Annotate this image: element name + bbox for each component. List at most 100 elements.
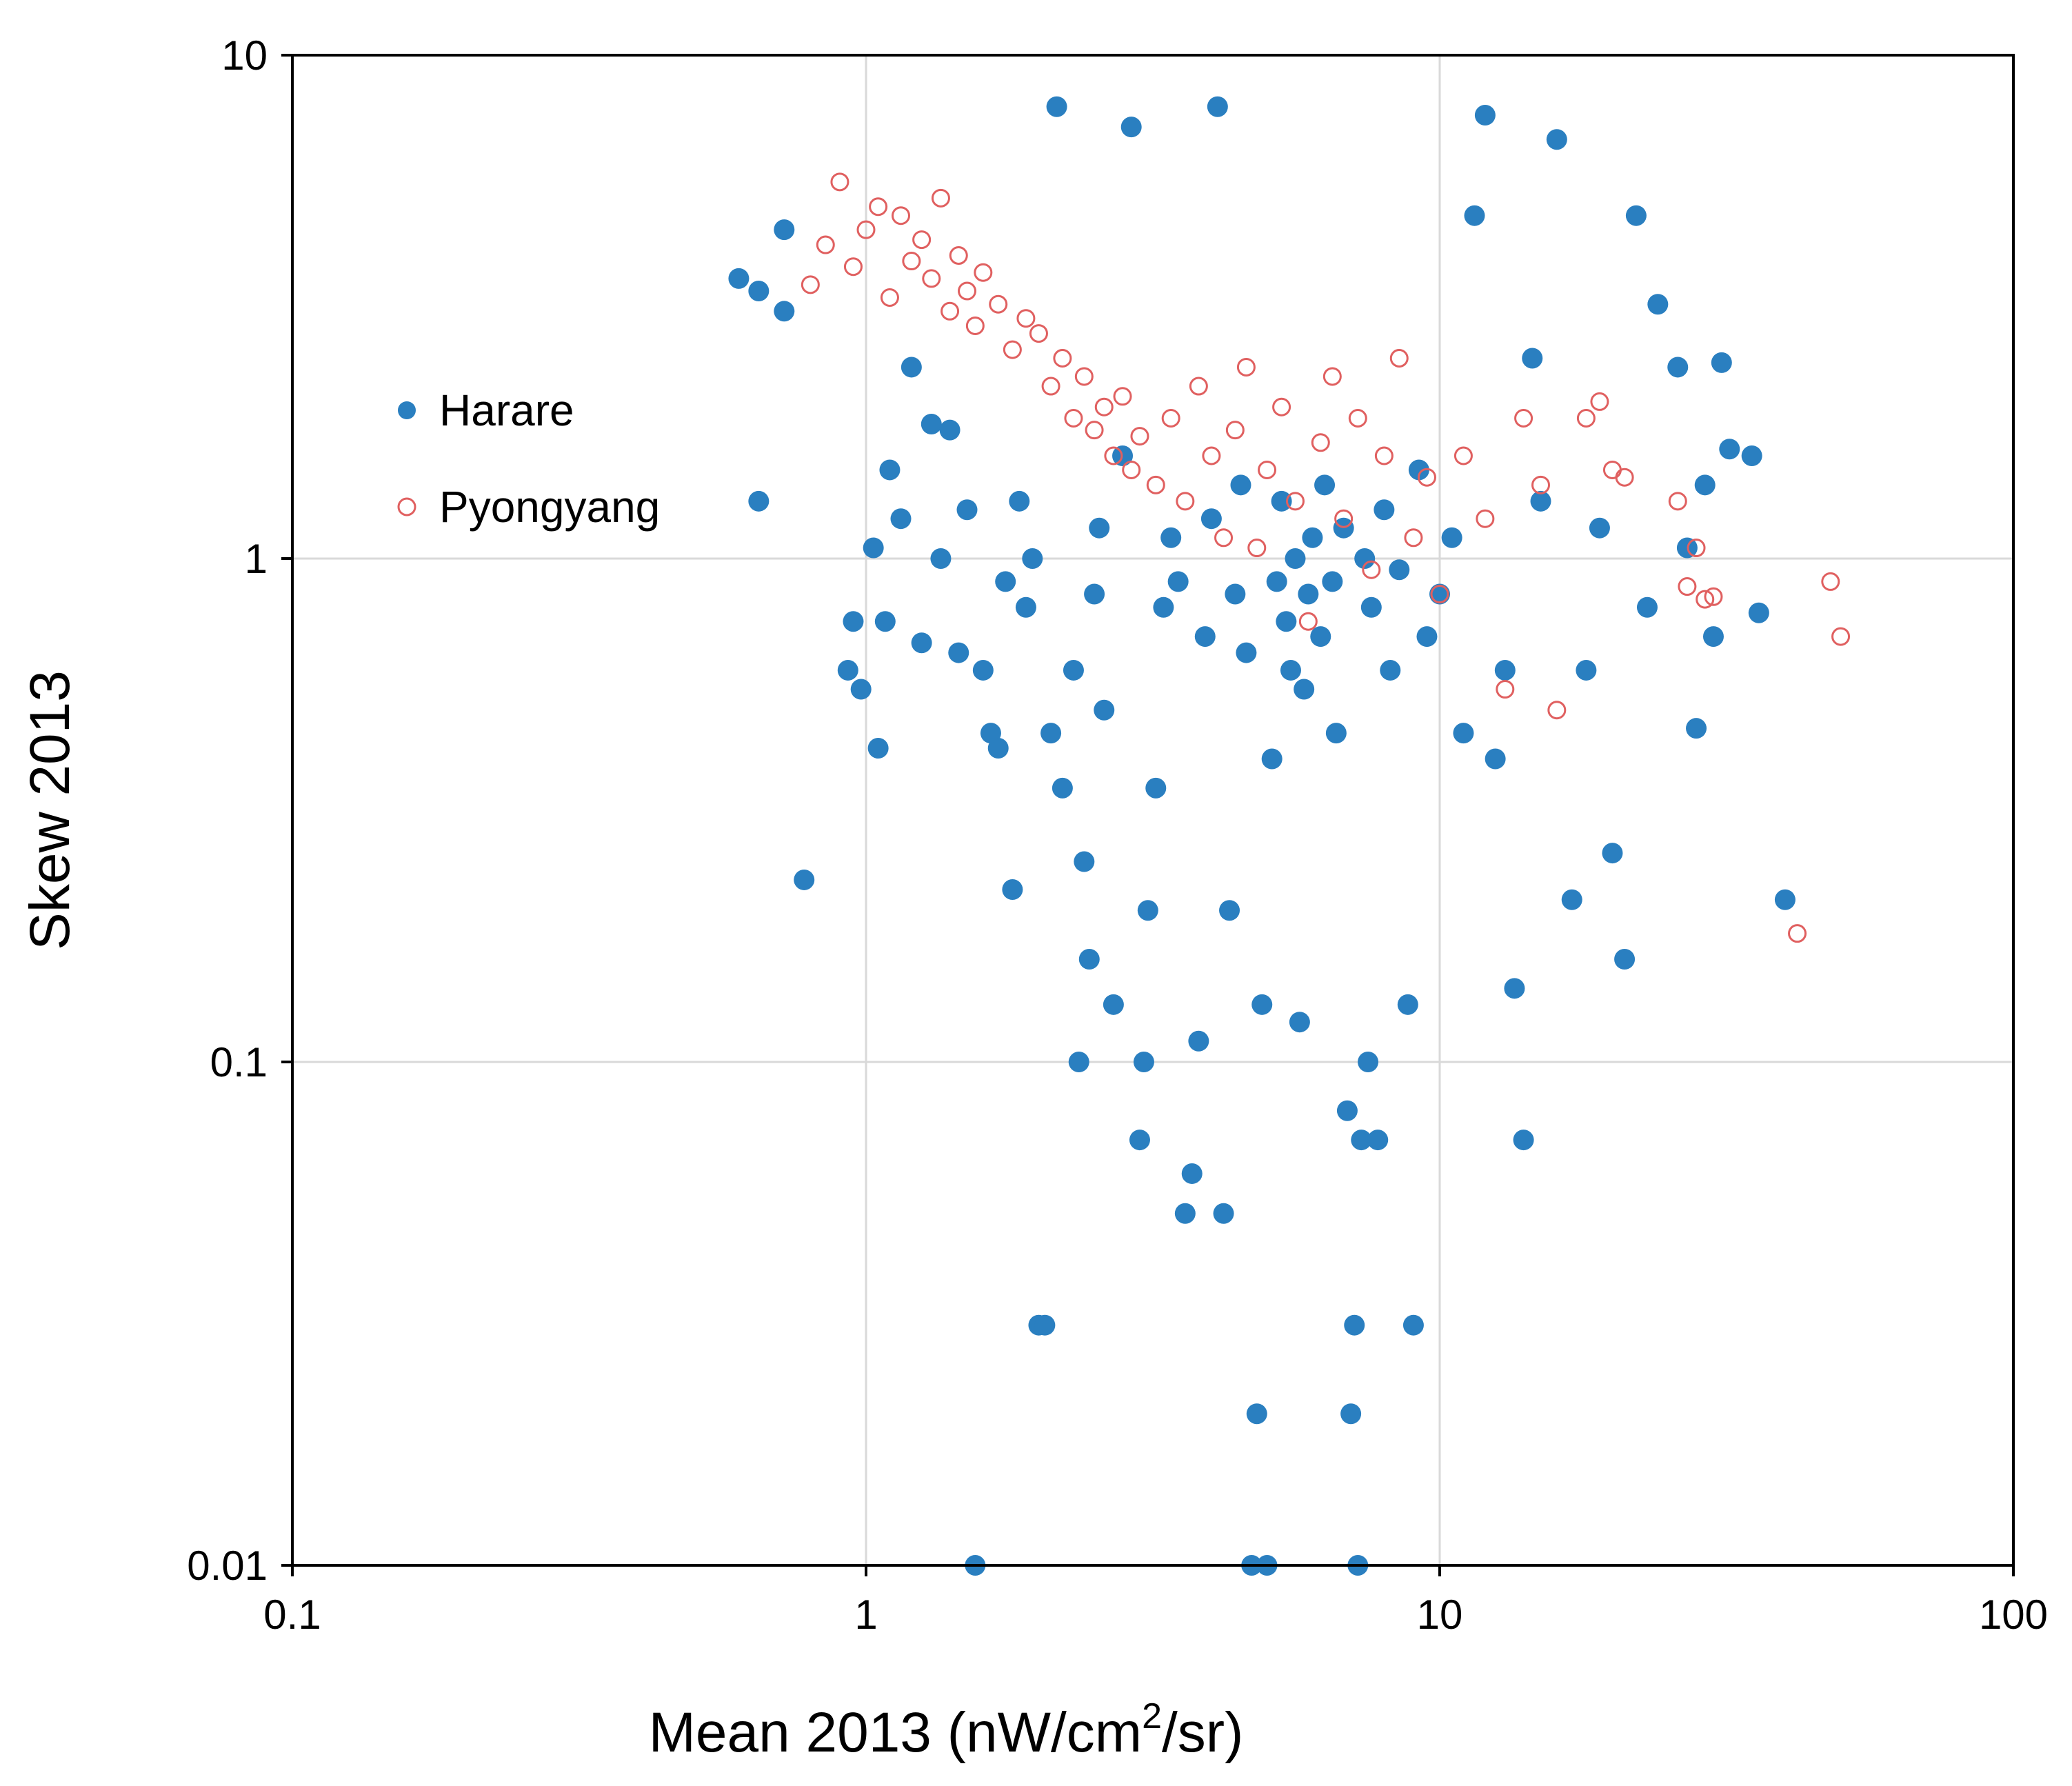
harare-point: [1194, 626, 1216, 648]
harare-point: [1174, 1203, 1196, 1224]
harare-point: [1200, 508, 1222, 530]
harare-point: [1078, 948, 1100, 970]
pyongyang-point: [1258, 460, 1277, 479]
x-axis-title: Mean 2013 (nW/cm2/sr): [649, 1696, 1244, 1764]
pyongyang-series: [801, 172, 1851, 943]
pyongyang-point: [1094, 397, 1114, 417]
pyongyang-point: [1085, 421, 1104, 440]
harare-point: [1213, 1203, 1234, 1224]
harare-point: [939, 419, 960, 441]
harare-point: [1344, 1314, 1365, 1336]
harare-point: [1068, 1052, 1089, 1072]
harare-point: [901, 357, 922, 378]
pyongyang-point: [1514, 409, 1533, 428]
harare-point: [1246, 1403, 1267, 1425]
pyongyang-point: [1272, 397, 1291, 417]
pyongyang-point: [880, 288, 899, 307]
harare-point: [1636, 596, 1658, 618]
harare-point: [1230, 474, 1251, 496]
pyongyang-point: [830, 172, 849, 192]
x-tick-label: 0.1: [263, 1592, 321, 1638]
harare-point: [1453, 723, 1474, 744]
pyongyang-point: [1615, 468, 1634, 487]
harare-point: [1625, 205, 1647, 226]
harare-point: [1719, 439, 1740, 460]
pyongyang-point: [1285, 492, 1305, 511]
pyongyang-point: [1831, 627, 1851, 646]
pyongyang-point: [1496, 680, 1515, 699]
harare-point: [1153, 596, 1174, 618]
pyongyang-point: [869, 197, 888, 217]
harare-point: [1340, 1403, 1362, 1425]
x-tick-label: 100: [1979, 1592, 2048, 1638]
harare-point: [1040, 723, 1062, 744]
harare-point: [1219, 900, 1240, 921]
legend: Harare Pyongyang: [397, 385, 660, 532]
harare-point: [1546, 129, 1567, 150]
x-tick-label: 1: [854, 1592, 877, 1638]
harare-point: [1397, 994, 1418, 1015]
pyongyang-point: [1064, 409, 1083, 428]
harare-point: [1280, 659, 1301, 681]
pyongyang-point: [1041, 377, 1060, 396]
pyongyang-point: [1668, 492, 1687, 511]
harare-point: [1589, 517, 1610, 539]
harare-point: [1276, 611, 1297, 632]
harare-point: [1408, 459, 1429, 481]
pyongyang-point: [1576, 409, 1596, 428]
pyongyang-point: [974, 263, 993, 282]
harare-point: [1614, 948, 1636, 970]
harare-point: [879, 459, 901, 481]
pyongyang-point: [1130, 427, 1149, 446]
pyongyang-point: [1236, 357, 1256, 377]
pyongyang-point: [912, 230, 932, 250]
harare-point: [1181, 1163, 1203, 1184]
harare-point: [1120, 117, 1142, 138]
pyongyang-point: [1104, 446, 1123, 465]
pyongyang-point: [931, 188, 950, 208]
pyongyang-point: [1074, 367, 1094, 386]
pyongyang-point: [1454, 446, 1473, 465]
pyongyang-point: [1003, 340, 1022, 359]
harare-point: [956, 499, 978, 521]
pyongyang-point: [856, 220, 876, 239]
harare-point: [1464, 205, 1485, 226]
harare-point: [1251, 994, 1273, 1015]
y-tick-label: 1: [245, 536, 268, 582]
legend-pyongyang-marker: [397, 497, 416, 516]
harare-point: [1354, 548, 1376, 569]
harare-point: [863, 537, 884, 559]
harare-point: [1298, 583, 1319, 605]
harare-point: [1236, 642, 1257, 663]
harare-point: [890, 508, 912, 530]
harare-point: [1266, 571, 1287, 592]
harare-point: [1325, 723, 1347, 744]
pyongyang-point: [1334, 509, 1354, 528]
harare-point: [1402, 1314, 1424, 1336]
harare-point: [1271, 490, 1292, 512]
harare-point: [1485, 748, 1506, 770]
pyongyang-point: [1113, 387, 1132, 406]
pyongyang-point: [1322, 367, 1342, 386]
harare-point: [1207, 96, 1228, 117]
pyongyang-point: [1374, 446, 1394, 465]
pyongyang-point: [1214, 528, 1234, 548]
harare-point: [1694, 474, 1716, 496]
pyongyang-point: [1189, 377, 1208, 396]
harare-point: [1022, 548, 1043, 569]
y-tick-label: 0.1: [210, 1039, 268, 1085]
harare-point: [1225, 583, 1246, 605]
y-axis-title: Skew 2013: [19, 670, 81, 950]
harare-point: [1358, 1052, 1379, 1072]
harare-point: [1294, 679, 1315, 700]
y-tick-label: 10: [221, 32, 268, 79]
harare-point: [1084, 583, 1105, 605]
harare-point: [1374, 499, 1395, 521]
pyongyang-point: [1404, 528, 1423, 548]
harare-point: [1380, 659, 1401, 681]
harare-point: [1089, 517, 1110, 539]
plot-frame: [291, 54, 2015, 1567]
pyongyang-point: [1678, 577, 1697, 596]
harare-point: [1009, 490, 1030, 512]
